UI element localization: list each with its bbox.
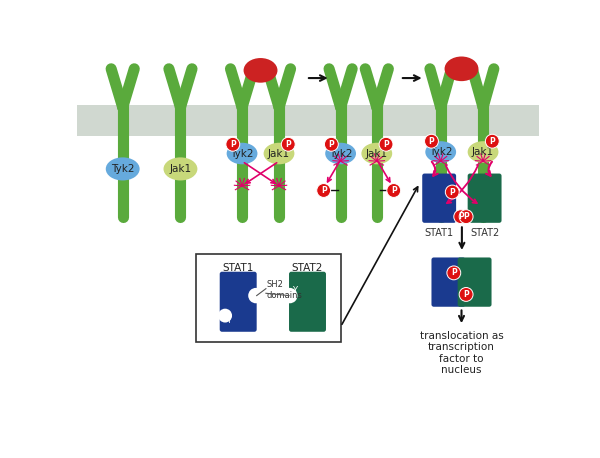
Text: Jak1: Jak1 (268, 148, 290, 158)
Ellipse shape (244, 58, 277, 83)
Circle shape (282, 288, 298, 303)
Ellipse shape (445, 56, 478, 81)
Circle shape (459, 210, 473, 224)
FancyBboxPatch shape (196, 254, 341, 342)
Text: P: P (463, 290, 469, 299)
Text: P: P (449, 187, 455, 196)
Ellipse shape (164, 158, 197, 180)
Text: Jak1: Jak1 (366, 148, 388, 158)
Circle shape (459, 288, 473, 301)
Text: P: P (458, 212, 464, 221)
Text: Jak1: Jak1 (169, 164, 191, 174)
Ellipse shape (425, 141, 456, 163)
Text: STAT2: STAT2 (470, 228, 499, 238)
Text: P: P (321, 186, 326, 195)
Text: Tyk2: Tyk2 (111, 164, 134, 174)
Circle shape (218, 309, 232, 322)
Circle shape (447, 266, 461, 280)
FancyBboxPatch shape (467, 174, 502, 223)
Circle shape (425, 134, 439, 148)
Text: STAT1: STAT1 (223, 263, 254, 273)
Text: Jak1: Jak1 (472, 147, 494, 157)
Text: P: P (463, 212, 469, 221)
Text: P: P (490, 136, 495, 146)
Ellipse shape (263, 143, 295, 164)
Ellipse shape (467, 141, 499, 163)
Bar (77, 105, 539, 136)
Text: Y: Y (292, 286, 297, 295)
Ellipse shape (361, 143, 392, 164)
Text: P: P (328, 140, 334, 149)
Circle shape (485, 134, 499, 148)
Circle shape (226, 137, 240, 151)
Text: P: P (428, 136, 434, 146)
Text: Tyk2: Tyk2 (329, 148, 352, 158)
FancyBboxPatch shape (220, 272, 257, 332)
FancyBboxPatch shape (289, 272, 326, 332)
Circle shape (317, 184, 331, 197)
FancyBboxPatch shape (422, 174, 456, 223)
Circle shape (281, 137, 295, 151)
Text: STAT1: STAT1 (425, 228, 454, 238)
FancyBboxPatch shape (458, 257, 491, 307)
Text: P: P (286, 140, 291, 149)
Text: P: P (391, 186, 397, 195)
Circle shape (379, 137, 393, 151)
Circle shape (445, 185, 459, 199)
Circle shape (248, 288, 263, 303)
Circle shape (387, 184, 401, 197)
Text: SH2
domains: SH2 domains (266, 280, 302, 300)
Text: STAT2: STAT2 (292, 263, 323, 273)
Text: translocation as
transcription
factor to
nucleus: translocation as transcription factor to… (419, 331, 503, 376)
Text: P: P (451, 268, 457, 278)
Ellipse shape (227, 143, 257, 164)
FancyBboxPatch shape (431, 257, 466, 307)
Text: P: P (230, 140, 236, 149)
Ellipse shape (325, 143, 356, 164)
Text: Tyk2: Tyk2 (230, 148, 254, 158)
Text: P: P (383, 140, 389, 149)
Circle shape (325, 137, 338, 151)
Ellipse shape (106, 158, 140, 180)
Circle shape (454, 210, 467, 224)
Text: Y: Y (226, 316, 230, 325)
Text: Tyk2: Tyk2 (429, 147, 452, 157)
